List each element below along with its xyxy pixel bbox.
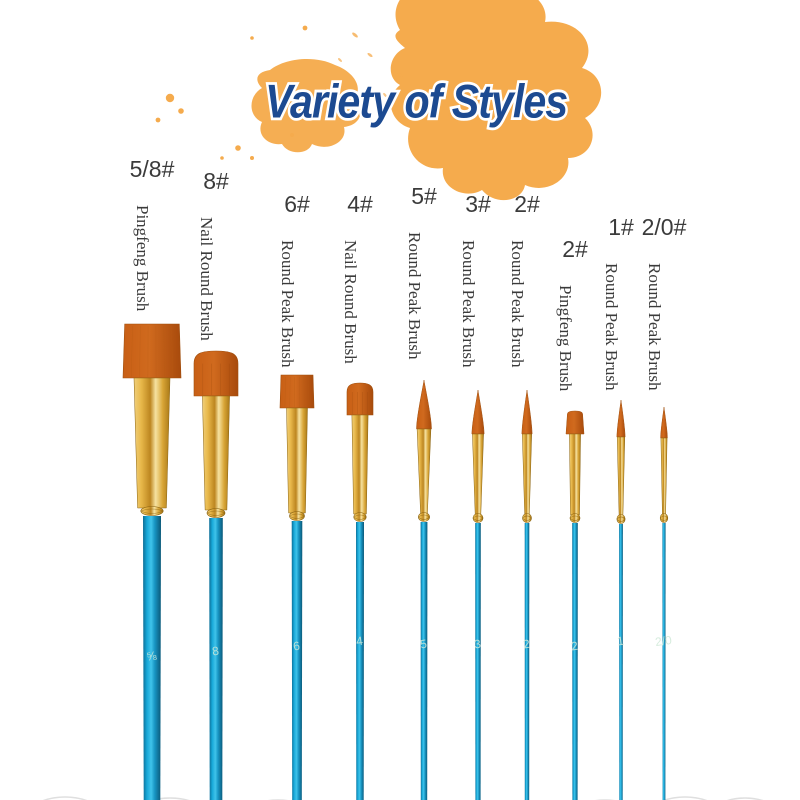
svg-text:5: 5 [419, 637, 428, 652]
svg-text:6: 6 [292, 639, 301, 654]
svg-text:1: 1 [616, 634, 625, 649]
svg-text:3: 3 [473, 637, 482, 652]
svg-text:⅝: ⅝ [146, 648, 159, 663]
svg-text:2: 2 [570, 639, 579, 654]
svg-text:2: 2 [522, 637, 531, 652]
svg-text:8: 8 [211, 644, 220, 659]
svg-text:2/0: 2/0 [654, 633, 673, 649]
svg-text:4: 4 [355, 634, 364, 649]
